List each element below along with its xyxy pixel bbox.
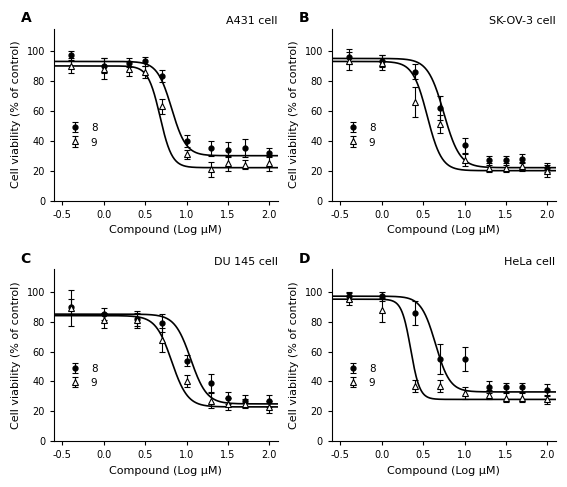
Text: C: C: [20, 252, 31, 266]
Text: D: D: [298, 252, 310, 266]
Y-axis label: Cell viability (% of control): Cell viability (% of control): [289, 281, 299, 429]
X-axis label: Compound (Log μM): Compound (Log μM): [109, 225, 222, 235]
Text: B: B: [298, 11, 309, 25]
Y-axis label: Cell viability (% of control): Cell viability (% of control): [289, 41, 299, 188]
Text: SK-OV-3 cell: SK-OV-3 cell: [489, 17, 556, 26]
Text: DU 145 cell: DU 145 cell: [214, 257, 278, 267]
Y-axis label: Cell viability (% of control): Cell viability (% of control): [11, 281, 21, 429]
Legend: 8, 9: 8, 9: [342, 120, 379, 150]
Text: A431 cell: A431 cell: [226, 17, 278, 26]
Y-axis label: Cell viability (% of control): Cell viability (% of control): [11, 41, 21, 188]
Legend: 8, 9: 8, 9: [64, 360, 100, 392]
X-axis label: Compound (Log μM): Compound (Log μM): [387, 466, 500, 476]
Text: HeLa cell: HeLa cell: [505, 257, 556, 267]
X-axis label: Compound (Log μM): Compound (Log μM): [387, 225, 500, 235]
Legend: 8, 9: 8, 9: [342, 360, 379, 392]
Text: A: A: [20, 11, 31, 25]
Legend: 8, 9: 8, 9: [64, 120, 100, 150]
X-axis label: Compound (Log μM): Compound (Log μM): [109, 466, 222, 476]
